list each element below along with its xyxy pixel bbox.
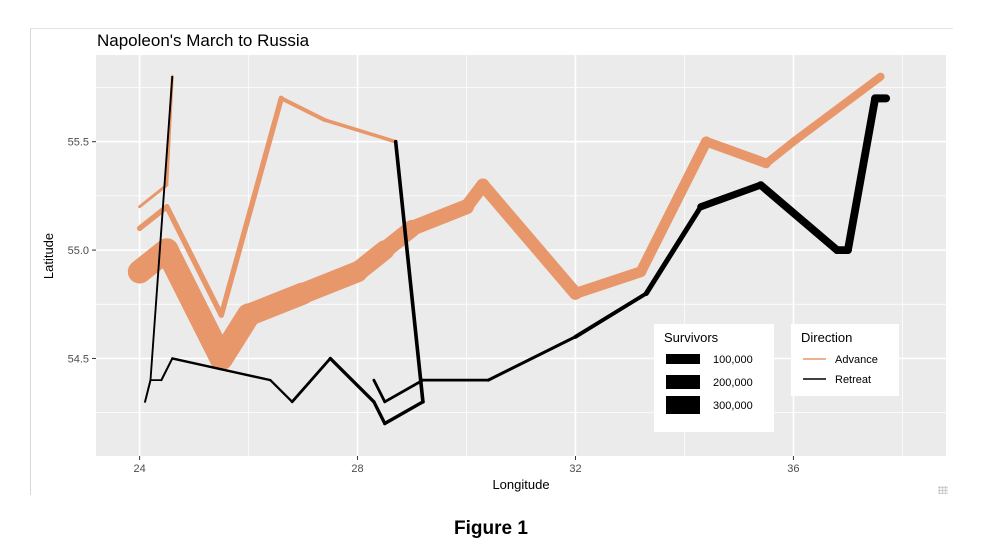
chart-title: Napoleon's March to Russia [97,31,310,50]
figure-frame [30,28,953,495]
advance-path-segment [138,183,169,209]
survivors-legend-label: 200,000 [713,377,753,389]
x-tick-label: 28 [351,463,363,475]
retreat-path-segment [697,181,765,211]
survivors-legend-label: 300,000 [713,400,753,412]
advance-path-segment [570,266,647,299]
survivors-legend-key [666,354,700,364]
advance-path-segment [404,199,475,236]
advance-path-segment [635,136,712,278]
retreat-path-segment [269,378,294,403]
direction-legend-box [791,324,899,396]
survivors-legend: Survivors 100,000 200,000 300,000 [654,324,774,432]
retreat-path-segment [573,291,649,339]
advance-path-group-1 [127,72,885,371]
retreat-path-group-2 [144,139,425,426]
retreat-path-segment [383,400,425,426]
y-axis-title: Latitude [41,233,56,279]
retreat-path-segment [290,357,332,404]
retreat-path-segment [756,181,841,254]
advance-path-segment [155,238,234,371]
retreat-path-segment [328,356,376,404]
survivors-legend-key [666,396,700,414]
x-axis-title: Longitude [492,477,549,492]
retreat-path-segment [372,378,387,404]
retreat-path-segment [643,204,704,296]
axis-ticks: 24 28 32 36 54.5 55.0 55.5 [68,137,800,475]
retreat-path-group-1 [372,94,891,404]
advance-path-segment [789,72,885,146]
advance-path-segment [218,95,284,318]
advance-path-segment [701,136,772,169]
y-tick-label: 55.5 [68,137,89,149]
y-tick-label: 55.0 [68,245,89,257]
retreat-path-group-3 [144,75,174,403]
direction-legend-label: Advance [835,354,878,366]
retreat-path-segment [486,335,578,382]
retreat-path-segment [144,379,152,403]
advance-path-group-2 [136,95,398,318]
survivors-legend-key [666,375,700,389]
x-tick-label: 36 [787,463,799,475]
resize-grip-icon[interactable] [938,486,948,494]
retreat-path-segment [383,378,425,404]
direction-legend-title: Direction [801,330,852,345]
advance-path-segment [323,118,398,144]
retreat-path-segment [844,94,880,255]
retreat-path-segment [160,357,174,382]
survivors-legend-title: Survivors [664,330,719,345]
advance-path-segment [476,178,582,300]
direction-legend: Direction Advance Retreat [791,324,899,396]
retreat-path-segment [149,75,174,382]
march-paths [127,72,891,426]
advance-path-segment [762,137,798,168]
x-tick-label: 32 [569,463,581,475]
figure-caption: Figure 1 [454,518,528,539]
y-tick-label: 54.5 [68,353,89,365]
advance-path-segment [279,96,327,123]
retreat-path-segment [372,400,387,426]
direction-legend-label: Retreat [835,374,871,386]
advance-path-segment [164,204,225,318]
retreat-path-segment [393,139,425,404]
retreat-path-segment [171,357,272,382]
x-tick-label: 24 [133,463,145,475]
survivors-legend-label: 100,000 [713,354,753,366]
